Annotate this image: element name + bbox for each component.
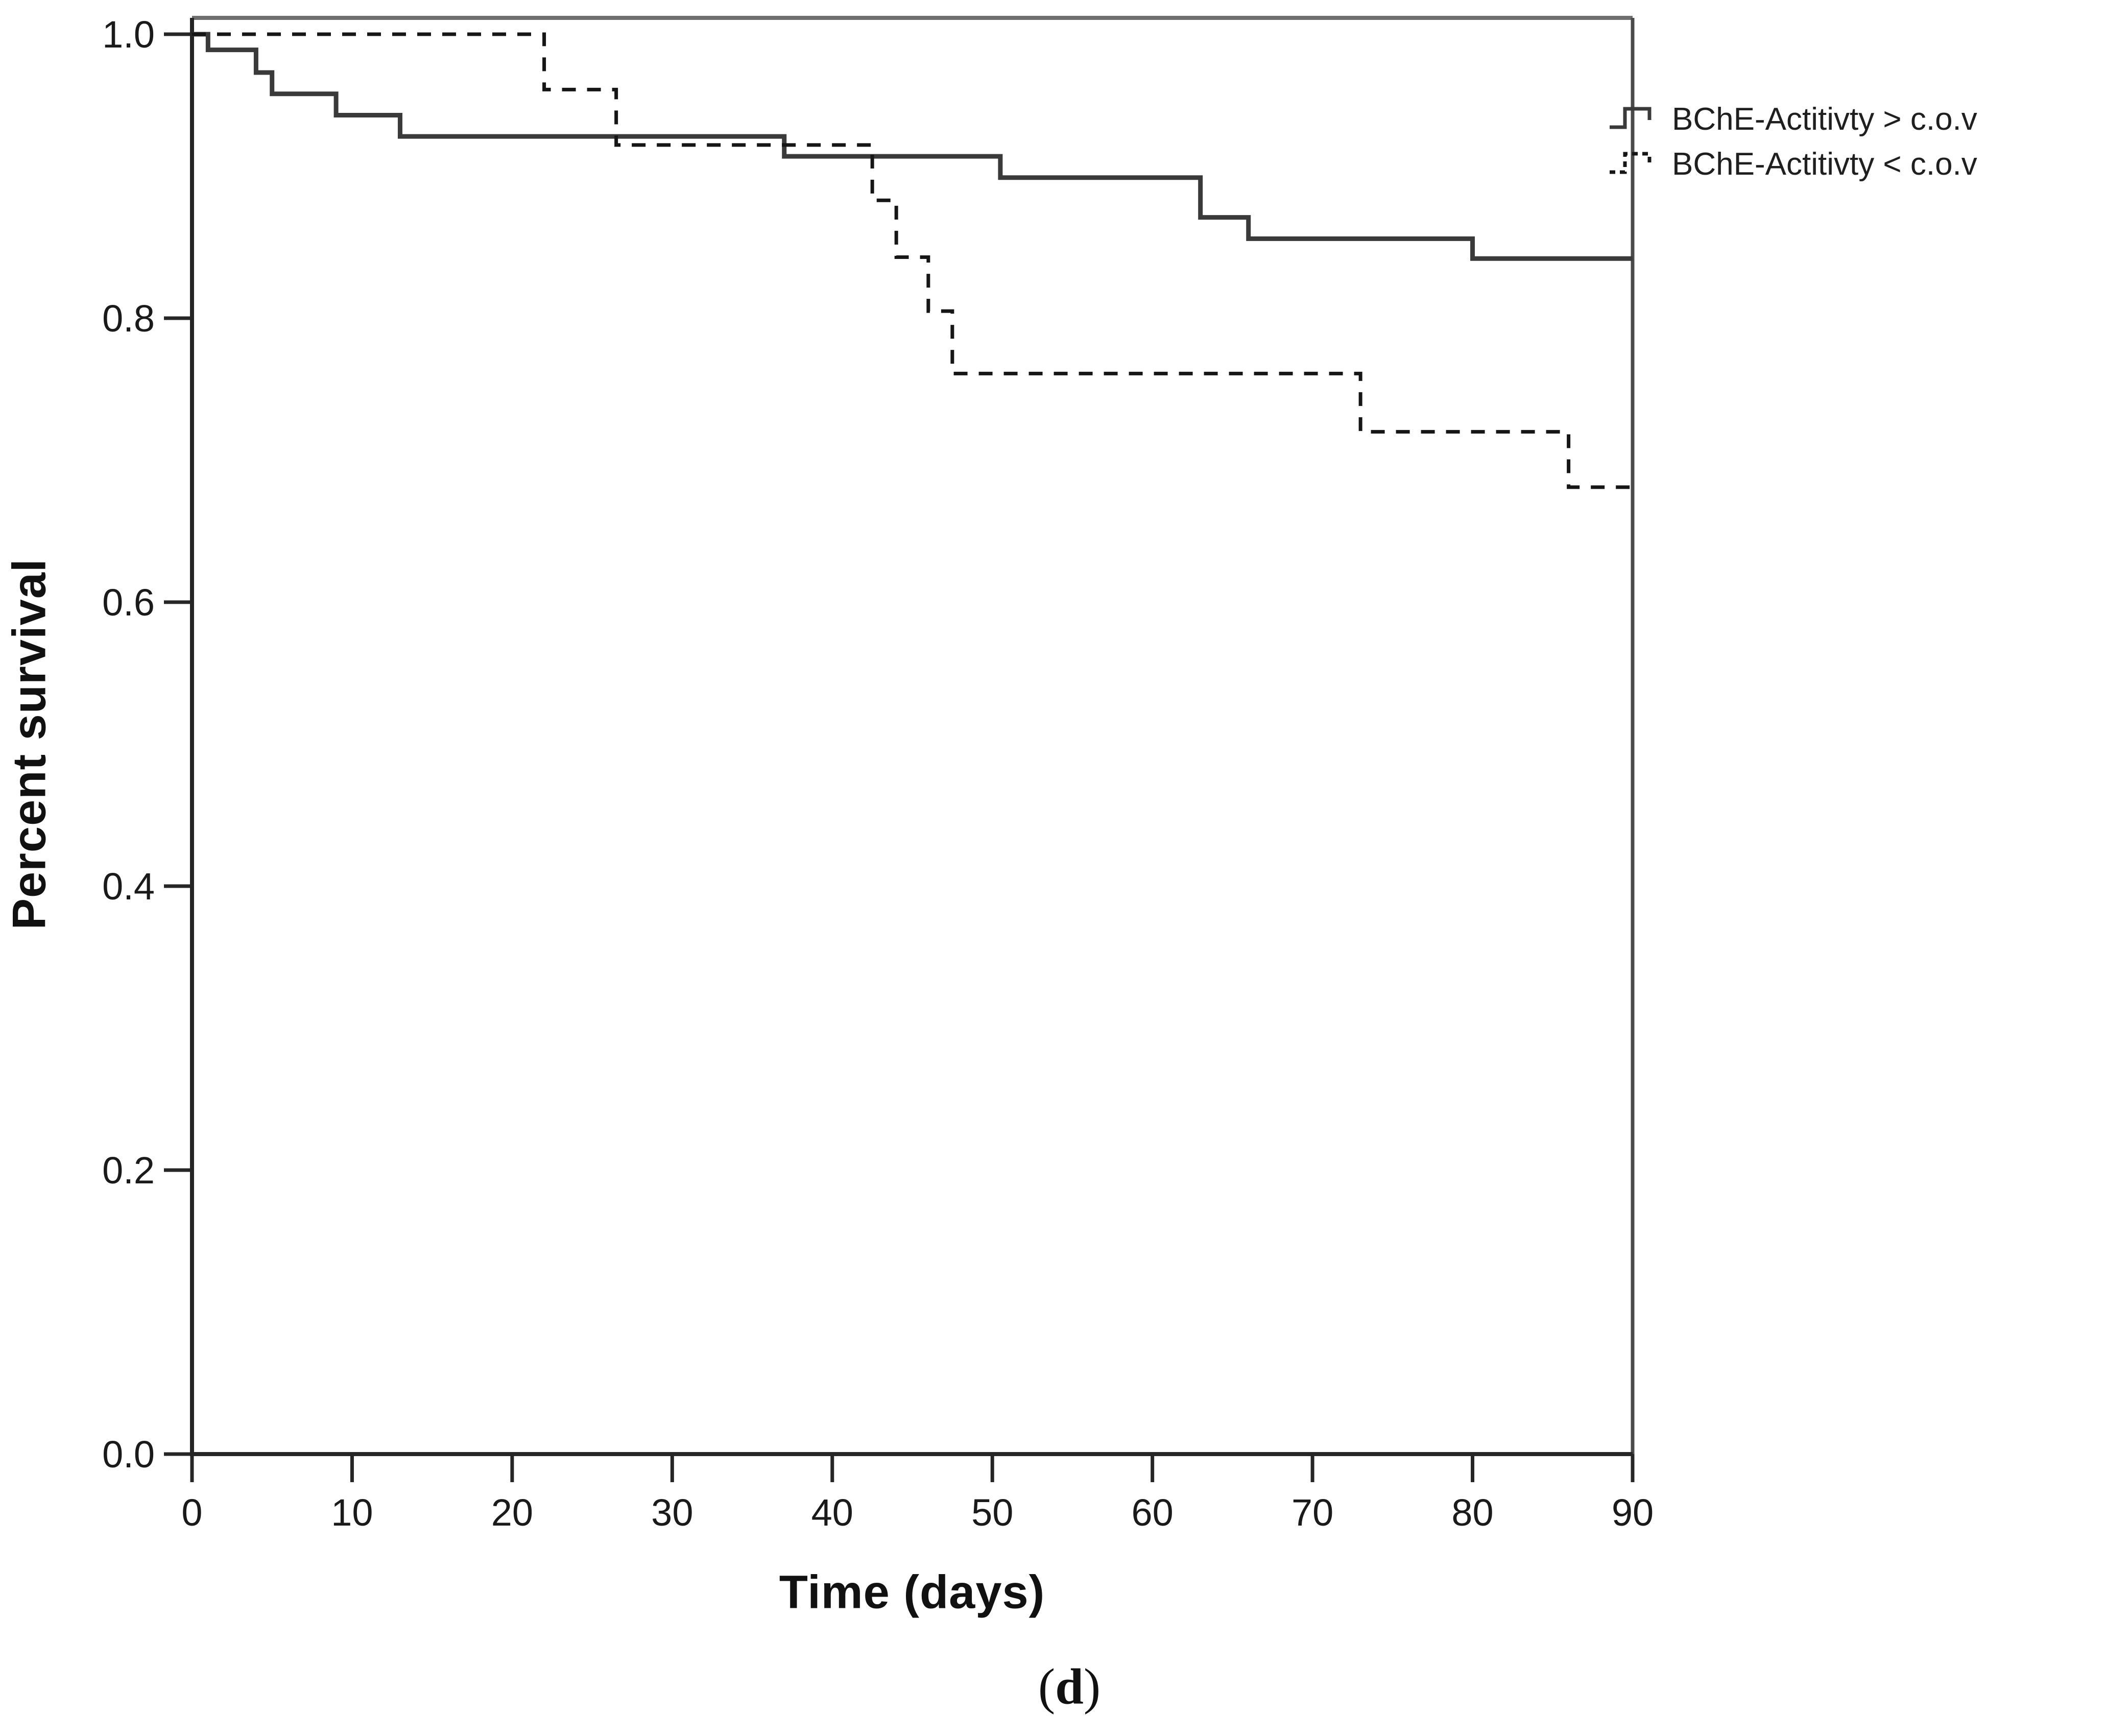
series-dashed [192,32,1633,489]
svg-text:0: 0 [181,1491,202,1534]
svg-text:1.0: 1.0 [102,13,155,56]
legend-item-solid: BChE-Actitivty > c.o.v [1608,100,1977,138]
caption-open-paren: ( [1038,1658,1056,1715]
svg-text:0.8: 0.8 [102,297,155,340]
y-axis-title: Percent survival [3,558,56,930]
svg-text:0.6: 0.6 [102,581,155,624]
svg-text:40: 40 [811,1491,853,1534]
svg-text:90: 90 [1612,1491,1654,1534]
svg-text:60: 60 [1132,1491,1174,1534]
x-axis-title: Time (days) [779,1566,1045,1619]
solid-step-line-icon [1610,107,1652,129]
series-solid [192,32,1633,261]
figure-caption: (d) [1038,1657,1100,1716]
svg-text:30: 30 [651,1491,693,1534]
svg-text:10: 10 [331,1491,373,1534]
svg-text:80: 80 [1451,1491,1493,1534]
svg-text:0.4: 0.4 [102,865,155,908]
legend-item-dashed: BChE-Actitivty < c.o.v [1608,145,1977,183]
legend: BChE-Actitivty > c.o.v BChE-Actitivty < … [1608,100,1977,183]
svg-text:0.0: 0.0 [102,1433,155,1476]
dashed-step-line-icon [1610,152,1652,174]
caption-close-paren: ) [1083,1658,1101,1715]
svg-text:20: 20 [491,1491,533,1534]
svg-text:70: 70 [1291,1491,1333,1534]
svg-text:0.2: 0.2 [102,1149,155,1192]
caption-letter: d [1055,1658,1084,1715]
legend-label-below-cov: BChE-Actitivty < c.o.v [1672,146,1977,182]
svg-text:50: 50 [971,1491,1013,1534]
legend-label-above-cov: BChE-Actitivty > c.o.v [1672,101,1977,137]
